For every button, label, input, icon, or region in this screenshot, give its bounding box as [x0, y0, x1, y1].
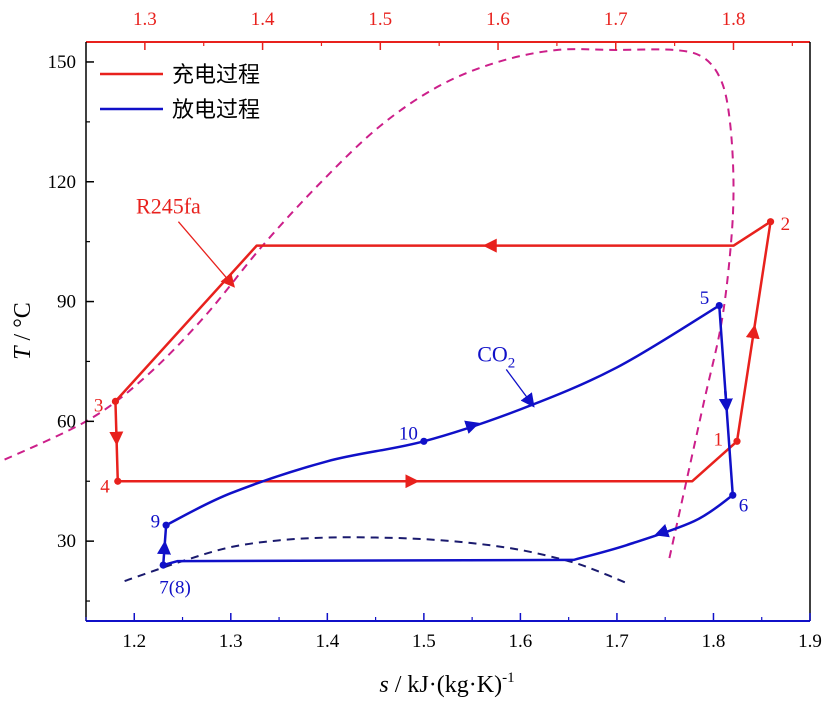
annotation-label-0: R245fa [136, 194, 201, 219]
discharge-cycle-line [161, 304, 735, 567]
discharge-arrow-5-6 [718, 390, 733, 413]
state-point-5-label: 5 [700, 288, 710, 309]
state-point-2-dot [766, 218, 775, 226]
x-tick-label-1.8: 1.8 [702, 631, 726, 652]
x-tick-label-1.3: 1.3 [219, 631, 243, 652]
y-tick-label-120: 120 [48, 172, 77, 193]
legend-label-discharge: 放电过程 [172, 98, 260, 123]
x-tick-label-1.7: 1.7 [605, 631, 629, 652]
annotation-arrow-0 [177, 221, 235, 288]
x-axis-title: s / kJ·(kg·K)-1 [379, 670, 514, 698]
charge-cycle-line [114, 220, 772, 483]
discharge-arrow-6-7 [654, 524, 670, 538]
labels-layer: 1 2 3 4 7(8) 9 10 5 6 R245fa CO2 [94, 194, 790, 599]
state-point-7-8-label: 7(8) [159, 577, 191, 598]
state-point-2-label: 2 [781, 214, 791, 235]
state-point-5-dot [715, 301, 723, 310]
state-point-9-label: 9 [151, 512, 161, 533]
annotation-subscript-1: 2 [508, 355, 516, 371]
annotation-label-1: CO2 [477, 341, 515, 371]
x-axis-rest: / kJ·(kg·K) [389, 672, 502, 698]
state-point-6-dot [729, 491, 737, 499]
x-tick-label-1.9: 1.9 [798, 631, 822, 652]
x-axis-var: s [379, 672, 388, 698]
top-x-tick-label-1.5: 1.5 [368, 9, 392, 30]
state-point-3-dot [111, 397, 120, 405]
y-axis-var: T [10, 345, 36, 360]
top-x-tick-label-1.7: 1.7 [604, 9, 628, 30]
curves-layer [0, 48, 772, 584]
y-tick-label-90: 90 [57, 292, 76, 313]
x-tick-label-1.4: 1.4 [315, 631, 339, 652]
top-x-tick-label-1.6: 1.6 [486, 9, 510, 30]
x-tick-label-1.2: 1.2 [122, 631, 146, 652]
y-tick-label-60: 60 [57, 411, 76, 432]
state-point-7-8-dot [159, 561, 167, 569]
top-x-tick-label-1.8: 1.8 [722, 9, 746, 30]
state-point-10-dot [420, 437, 428, 445]
co2-dome-curve [124, 536, 627, 584]
state-point-6-label: 6 [739, 496, 749, 517]
x-tick-label-1.5: 1.5 [412, 631, 436, 652]
r245fa-dome-curve [0, 48, 735, 562]
state-point-1-dot [733, 437, 741, 445]
top-x-tick-label-1.4: 1.4 [251, 9, 275, 30]
legend-label-charge: 充电过程 [172, 63, 260, 88]
state-point-3-label: 3 [94, 396, 104, 417]
discharge-arrow-10 [464, 420, 480, 434]
state-point-4-dot [114, 477, 122, 485]
y-axis-rest: / °C [10, 302, 36, 346]
charge-arrow-1-2 [745, 324, 760, 340]
y-tick-label-150: 150 [48, 52, 77, 73]
x-tick-label-1.6: 1.6 [509, 631, 533, 652]
y-axis-title: T / °C [10, 302, 36, 360]
state-point-9-dot [162, 521, 170, 529]
state-point-1-label: 1 [714, 430, 724, 451]
state-point-4-label: 4 [100, 477, 110, 498]
annotation-arrow-1 [505, 369, 535, 408]
state-point-10-label: 10 [399, 424, 418, 445]
legend: 充电过程 放电过程 [100, 63, 260, 123]
y-tick-label-30: 30 [57, 531, 76, 552]
axes-layer: 1.2 1.3 1.4 1.5 1.6 1.7 1.8 1.9 1.3 1.4 1.5 1.6 1.7 1… [48, 9, 822, 652]
top-x-tick-label-1.3: 1.3 [133, 9, 157, 30]
x-axis-sup: -1 [502, 670, 515, 686]
